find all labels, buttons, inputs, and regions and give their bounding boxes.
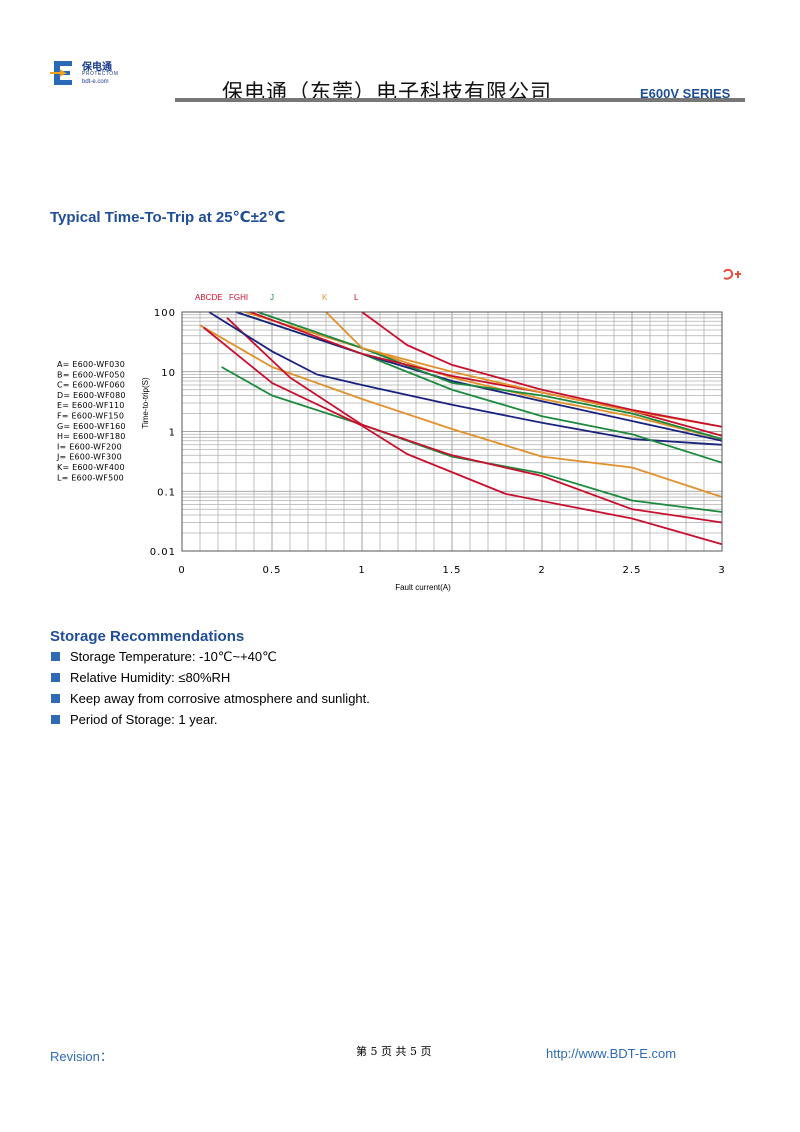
x-tick-label: 1.5 — [443, 565, 462, 576]
x-tick-label: 2.5 — [623, 565, 642, 576]
header-rule — [175, 98, 745, 102]
storage-list: Storage Temperature: -10℃~+40℃ Relative … — [50, 649, 370, 733]
plot-frame — [181, 311, 723, 552]
y-tick-label: 10 — [161, 368, 176, 379]
chart-axes — [181, 311, 723, 552]
curve-top-label: K — [322, 293, 328, 302]
chart-series — [199, 311, 723, 546]
storage-item: Period of Storage: 1 year. — [50, 712, 370, 733]
storage-item-text: Relative Humidity: ≤80%RH — [70, 670, 231, 685]
legend-entry: A= E600-WF030 — [57, 360, 125, 369]
series-line — [203, 326, 723, 546]
legend-entry: I= E600-WF200 — [57, 442, 122, 451]
y-tick-label: 1 — [169, 428, 176, 439]
series-line — [221, 366, 723, 513]
legend-entry: J= E600-WF300 — [56, 453, 122, 462]
series-line — [208, 311, 723, 446]
legend-entry: C= E600-WF060 — [57, 381, 125, 390]
storage-section-title: Storage Recommendations — [50, 628, 245, 645]
bullet-square-icon — [51, 673, 60, 682]
chart-labels: 0 0.5 1 1.5 2 2.5 3 100 10 1 0.1 0.01 Fault current(… — [56, 293, 725, 592]
legend-entry: H= E600-WF180 — [57, 432, 126, 441]
series-line — [226, 317, 723, 524]
series-line — [250, 311, 723, 437]
x-tick-label: 0.5 — [263, 565, 282, 576]
y-tick-label: 0.01 — [150, 547, 176, 558]
chart-grid — [181, 311, 723, 552]
x-tick-label: 2 — [538, 565, 545, 576]
x-tick-label: 3 — [718, 565, 725, 576]
curve-top-label: J — [270, 293, 274, 302]
legend-entry: K= E600-WF400 — [57, 463, 125, 472]
x-tick-label: 1 — [358, 565, 365, 576]
company-logo: 保电通 PROTECTOM bdt-e.com — [50, 52, 140, 92]
legend-entry: L= E600-WF500 — [57, 473, 124, 482]
logo-mark-icon — [50, 61, 72, 85]
logo-cn-text: 保电通 — [82, 62, 112, 73]
y-tick-label: 0.1 — [157, 487, 176, 498]
chart-section-title: Typical Time-To-Trip at 25℃±2℃ — [50, 209, 286, 226]
storage-item-text: Storage Temperature: -10℃~+40℃ — [70, 649, 277, 664]
storage-item-text: Period of Storage: 1 year. — [70, 712, 218, 727]
x-tick-label: 0 — [178, 565, 185, 576]
legend-entry: F= E600-WF150 — [57, 412, 124, 421]
curve-top-label: L — [354, 293, 359, 302]
bullet-square-icon — [51, 694, 60, 703]
y-tick-label: 100 — [154, 308, 176, 319]
storage-item: Relative Humidity: ≤80%RH — [50, 670, 370, 691]
y-axis-label: Time-to-trip(S) — [141, 377, 150, 429]
legend-entry: E= E600-WF110 — [57, 401, 125, 410]
series-line — [257, 311, 723, 440]
revision-label: Revision： — [50, 1049, 113, 1064]
bullet-square-icon — [51, 652, 60, 661]
legend-entry: D= E600-WF080 — [57, 391, 126, 400]
storage-item: Storage Temperature: -10℃~+40℃ — [50, 649, 370, 670]
bullet-square-icon — [51, 715, 60, 724]
series-line — [199, 324, 723, 498]
legend-entry: B= E600-WF050 — [57, 370, 125, 379]
curve-top-label: FGHI — [229, 293, 248, 302]
series-title: E600V SERIES — [640, 86, 731, 101]
legend-entry: G= E600-WF160 — [57, 422, 126, 431]
watermark-logo-icon — [723, 268, 741, 280]
series-line — [244, 311, 723, 440]
logo-url-text: bdt-e.com — [82, 79, 109, 85]
logo-en-text: PROTECTOM — [82, 71, 119, 77]
curve-top-label: ABCDE — [195, 293, 223, 302]
series-line — [325, 311, 723, 428]
series-line — [361, 311, 723, 428]
page-number: 第 5 页 共 5 页 — [356, 1045, 432, 1058]
storage-item: Keep away from corrosive atmosphere and … — [50, 691, 370, 712]
storage-item-text: Keep away from corrosive atmosphere and … — [70, 691, 370, 706]
x-axis-label: Fault current(A) — [395, 583, 451, 592]
website-link[interactable]: http://www.BDT-E.com — [546, 1046, 677, 1061]
